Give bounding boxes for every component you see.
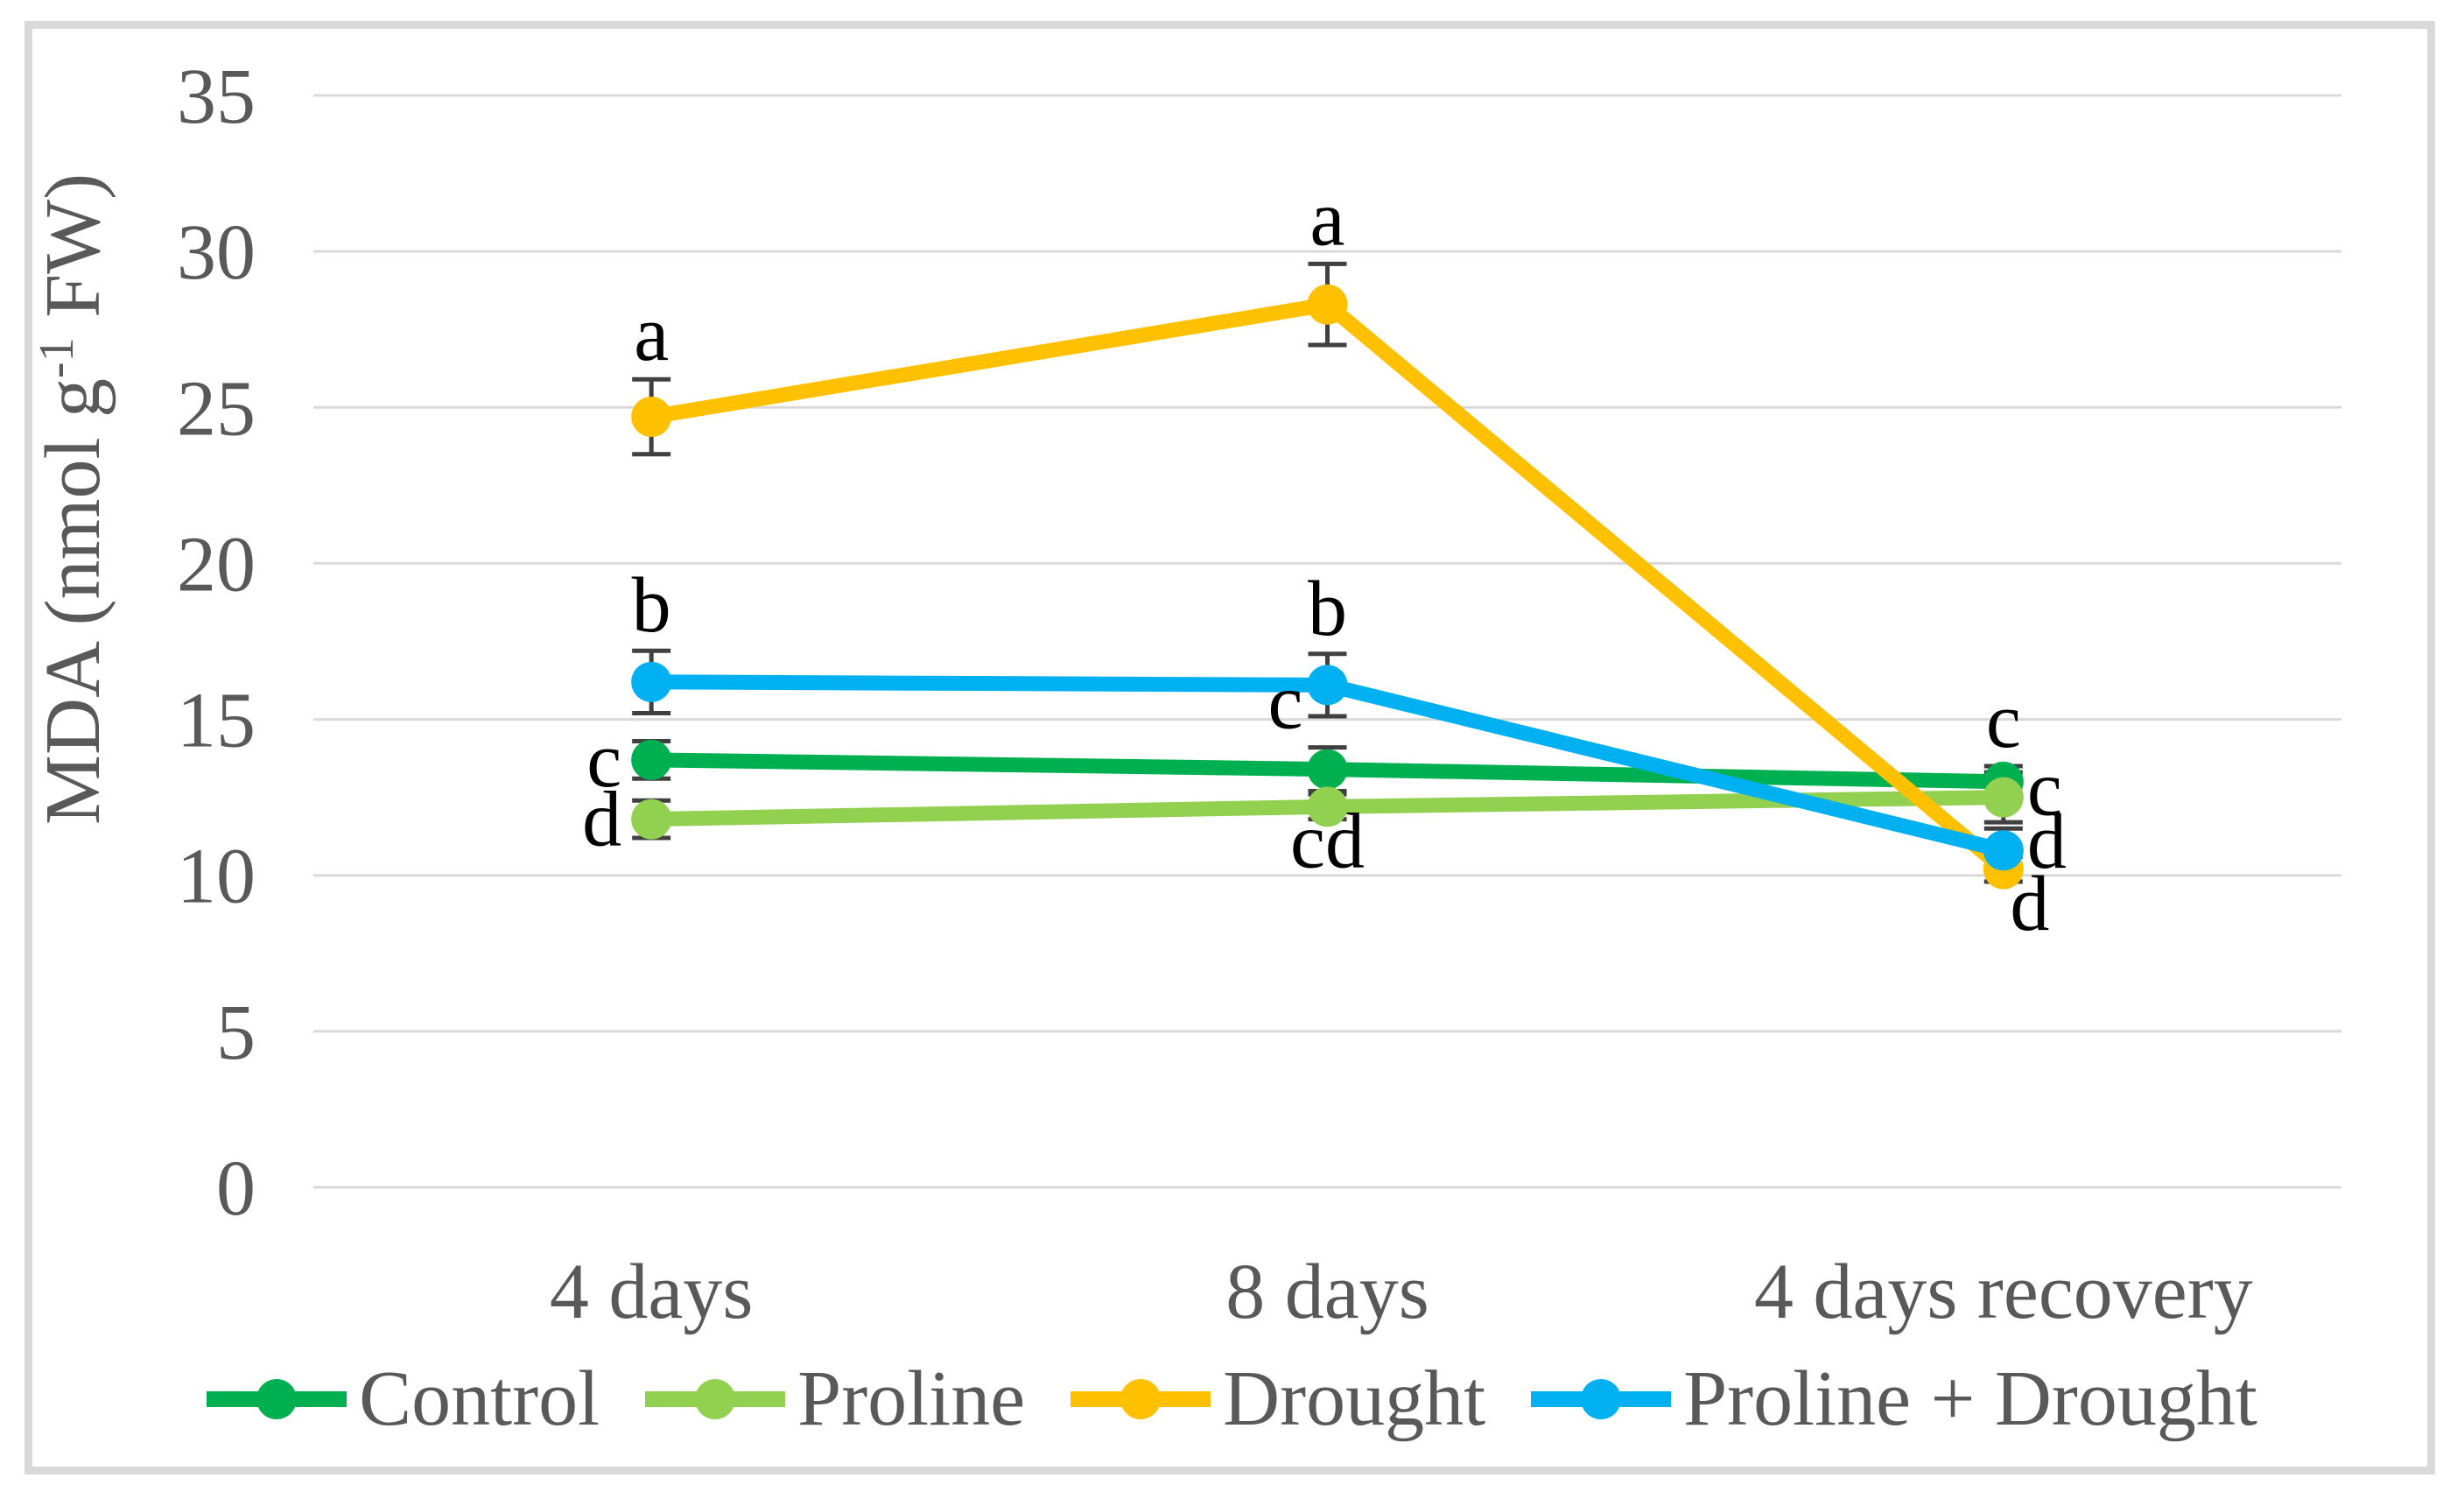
sig-letter-control: c: [586, 717, 621, 804]
y-tick-label: 5: [216, 989, 256, 1076]
x-axis-tick-labels: 4 days 8 days 4 days recovery: [550, 1249, 2253, 1335]
data-point-proline: [631, 799, 672, 840]
data-point-drought: [1307, 284, 1348, 325]
sig-letter-drought: a: [634, 291, 669, 377]
x-tick-label: 4 days: [550, 1249, 753, 1335]
sig-letter-proline-drought: b: [632, 562, 671, 649]
sig-letter-proline-drought: b: [1308, 566, 1347, 652]
legend-item-drought: Drought: [1071, 1360, 1485, 1439]
data-point-proline-drought: [1307, 665, 1348, 706]
data-point-proline-drought: [631, 661, 672, 702]
legend-marker-control-icon: [207, 1379, 347, 1419]
sig-letter-proline: cd: [1290, 799, 1365, 885]
sig-letter-proline: d: [582, 777, 621, 863]
sig-letter-drought: a: [1310, 175, 1345, 262]
y-tick-label: 30: [177, 209, 256, 296]
sig-letter-proline: c: [2027, 746, 2062, 833]
data-point-control: [1307, 749, 1348, 790]
legend-item-proline-drought: Proline + Drought: [1531, 1360, 2257, 1439]
y-tick-label: 0: [216, 1145, 256, 1232]
data-point-proline: [1983, 777, 2024, 818]
legend-item-proline: Proline: [645, 1360, 1025, 1439]
data-point-control: [631, 739, 672, 780]
data-point-drought: [631, 396, 672, 437]
y-axis-tick-labels: 0 5 10 15 20 25 30 35: [177, 53, 256, 1232]
legend-marker-proline-drought-icon: [1531, 1379, 1672, 1419]
sig-letter-control: c: [1268, 659, 1303, 746]
legend-label-drought: Drought: [1223, 1355, 1486, 1442]
legend-marker-proline-icon: [645, 1379, 786, 1419]
sig-letter-proline-drought: d: [2027, 799, 2067, 885]
series-proline-drought: [631, 661, 2024, 871]
y-tick-label: 25: [177, 365, 256, 452]
y-axis-title: MDA (nmol g-1 FW): [30, 173, 116, 825]
y-tick-label: 35: [177, 53, 256, 140]
x-tick-label: 4 days recovery: [1754, 1249, 2253, 1335]
y-tick-label: 10: [177, 834, 256, 920]
legend-label-proline: Proline: [797, 1355, 1026, 1442]
sig-letter-control: c: [1986, 678, 2021, 764]
data-point-proline: [1307, 786, 1348, 827]
legend-label-proline-drought: Proline + Drought: [1683, 1355, 2257, 1442]
legend-item-control: Control: [207, 1360, 600, 1439]
legend-marker-drought-icon: [1071, 1379, 1211, 1419]
sig-letter-drought: d: [2010, 861, 2049, 947]
x-tick-label: 8 days: [1225, 1249, 1429, 1335]
y-tick-label: 20: [177, 521, 256, 608]
legend-label-control: Control: [359, 1355, 600, 1442]
chart-legend: Control Proline Drought Proline + Drought: [0, 1347, 2464, 1452]
data-point-proline-drought: [1983, 830, 2024, 871]
y-tick-label: 15: [177, 678, 256, 764]
